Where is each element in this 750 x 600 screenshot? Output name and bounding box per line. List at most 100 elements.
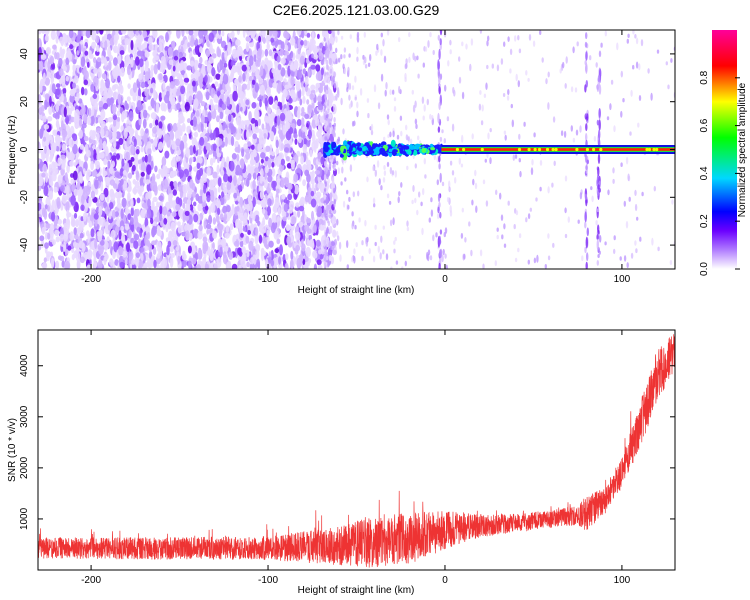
- spectrogram-cell: [306, 228, 312, 234]
- spectrogram-cell: [42, 136, 47, 142]
- spectrogram-cell: [487, 132, 490, 140]
- spectrogram-cell: [95, 160, 101, 170]
- spectrogram-cell: [404, 260, 407, 267]
- spectrogram-cell: [201, 35, 205, 46]
- spectrogram-cell: [441, 254, 444, 263]
- spectrogram-cell: [461, 134, 464, 143]
- spectrogram-cell: [103, 241, 109, 250]
- spectrogram-cell: [485, 82, 488, 90]
- spectrogram-streak: [584, 154, 588, 163]
- spectrogram-cell: [335, 47, 338, 53]
- spectrogram-cell: [289, 229, 294, 237]
- spectrogram-cell: [330, 241, 336, 247]
- spectrogram-cell: [258, 135, 263, 145]
- spectrogram-cell: [454, 177, 457, 184]
- spectrogram-cell: [306, 99, 310, 105]
- spectrogram-cell: [202, 236, 208, 243]
- spectrogram-cell: [638, 95, 642, 101]
- spectrogram-cell: [149, 122, 153, 129]
- spectrogram-cell: [329, 122, 332, 128]
- spectrogram-cell: [323, 174, 327, 181]
- spectrogram-cell: [294, 184, 300, 195]
- spectrogram-cell: [147, 105, 153, 111]
- spectrogram-cell: [69, 44, 74, 50]
- spectrogram-streak: [439, 30, 443, 36]
- spectrogram-cell: [91, 115, 95, 125]
- spectrogram-cell: [325, 74, 328, 80]
- spectrogram-cell: [302, 179, 306, 187]
- spectrogram-cell: [194, 59, 198, 71]
- spectrogram-cell: [51, 239, 56, 246]
- spectrogram-cell: [280, 177, 285, 189]
- spectrogram-cell: [144, 154, 148, 163]
- spectrogram-cell: [474, 182, 478, 190]
- spectrogram-streak: [597, 224, 600, 233]
- spectrogram-cell: [234, 78, 239, 85]
- spectrogram-cell: [245, 119, 251, 126]
- spectrogram-cell: [500, 214, 504, 221]
- spectrogram-cell: [150, 87, 154, 94]
- spectrogram-cell: [379, 252, 382, 260]
- spectrogram-cell: [572, 46, 575, 54]
- spectrogram-cell: [110, 229, 116, 239]
- spectrogram-cell: [299, 98, 303, 106]
- spectrogram-cell: [263, 179, 268, 189]
- spectrogram-cell: [216, 152, 222, 158]
- spectrogram-cell: [264, 97, 268, 107]
- spectrogram-cell: [311, 30, 315, 41]
- spectrogram-cell: [323, 84, 327, 93]
- spectrogram-cell: [81, 104, 86, 115]
- spectrogram-cell: [199, 136, 205, 146]
- spectrogram-cell: [171, 40, 176, 49]
- spectrogram-cell: [332, 75, 335, 83]
- spectrogram-cell: [609, 103, 612, 111]
- spectrogram-cell: [265, 34, 270, 45]
- spectrogram-cell: [212, 230, 218, 240]
- spectrogram-cell: [271, 212, 277, 224]
- spectrogram-cell: [245, 99, 250, 106]
- spectrogram-cell: [153, 90, 157, 101]
- spectrogram-cell: [304, 75, 309, 86]
- spectrogram-cell: [122, 169, 128, 176]
- spectrogram-cell: [112, 138, 117, 149]
- spectrogram-cell: [117, 86, 122, 92]
- spectrogram-cell: [629, 131, 632, 136]
- spectrogram-cell: [79, 67, 82, 73]
- spectrogram-cell: [282, 216, 287, 222]
- spectrogram-cell: [245, 36, 251, 42]
- spectrogram-cell: [82, 212, 87, 222]
- spectrogram-cell: [124, 100, 128, 110]
- spectrogram-cell: [576, 41, 579, 47]
- spectrogram-cell: [259, 84, 266, 96]
- spectrogram-cell: [223, 173, 229, 183]
- spectrogram-cell: [591, 195, 594, 203]
- spectrogram-cell: [124, 37, 129, 46]
- spectrogram-cell: [415, 124, 418, 129]
- spectrogram-cell: [209, 250, 214, 262]
- spectrogram-cell: [223, 161, 227, 169]
- spectrogram-cell: [361, 240, 364, 246]
- spectrogram-cell: [99, 138, 103, 145]
- spectrogram-cell: [184, 101, 190, 112]
- spectrogram-cell: [163, 133, 170, 143]
- spectrogram-cell: [333, 122, 336, 127]
- spectrogram-cell: [230, 125, 236, 132]
- spectrogram-cell: [393, 248, 396, 254]
- spectrogram-cell: [93, 149, 97, 160]
- spectrogram-cell: [235, 133, 241, 141]
- spectrogram-cell: [328, 77, 331, 85]
- spectrogram-cell: [275, 188, 280, 194]
- spectrogram-cell: [212, 156, 216, 163]
- spectrogram-cell: [73, 212, 78, 219]
- spectrogram-cell: [94, 187, 99, 195]
- spectrogram-cell: [240, 232, 244, 238]
- spectrogram-cell: [343, 67, 347, 75]
- spectrogram-cell: [280, 57, 286, 65]
- spectrogram-cell: [140, 209, 146, 219]
- spectrogram-cell: [517, 247, 520, 253]
- spectrogram-cell: [385, 82, 388, 90]
- spectrogram-cell: [63, 241, 67, 252]
- spectrogram-cell: [94, 117, 99, 124]
- spectrogram-cell: [458, 76, 462, 84]
- spectrogram-cell: [332, 249, 337, 255]
